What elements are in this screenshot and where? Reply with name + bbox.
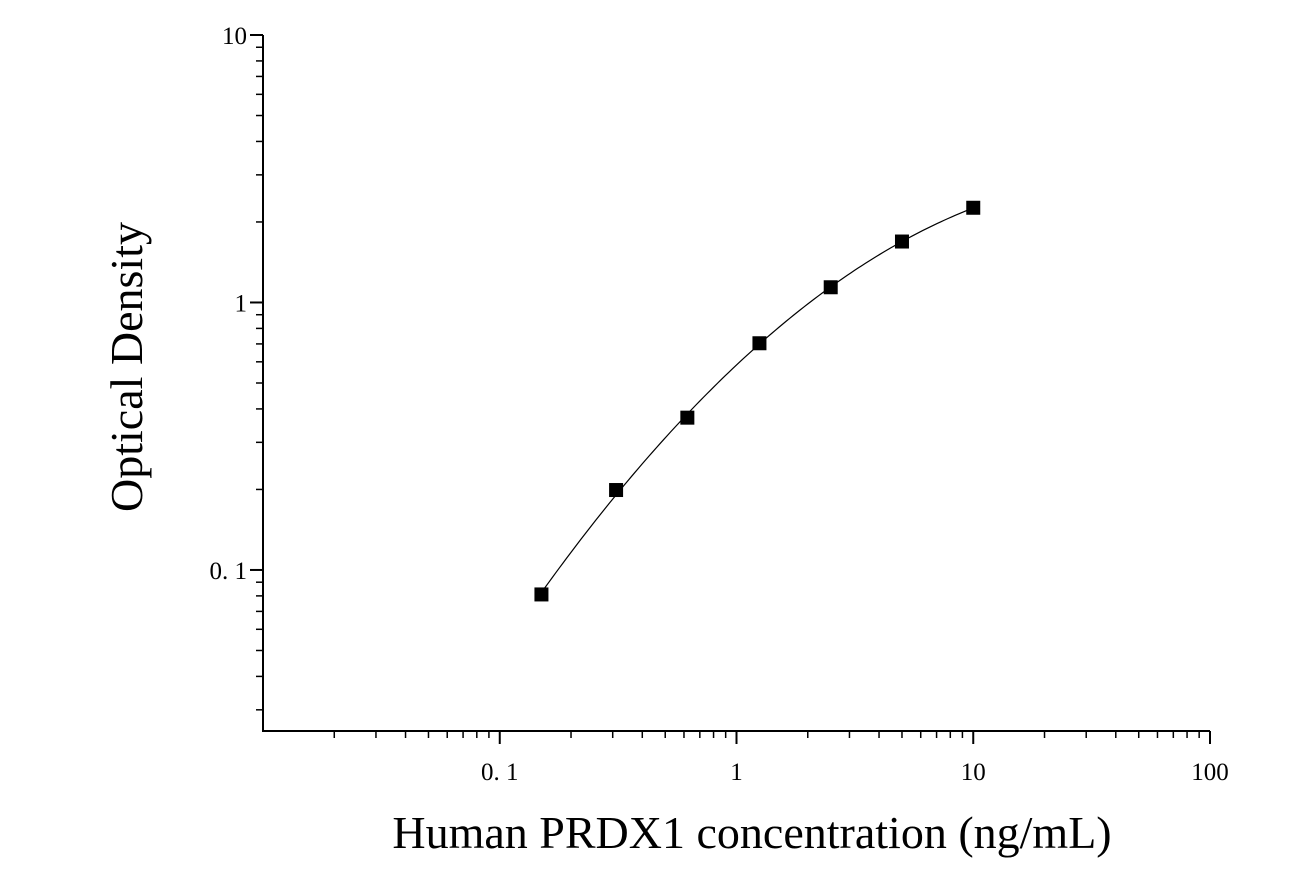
data-point (752, 336, 767, 351)
fit-curve-layer (540, 207, 974, 593)
y-axis-title: Optical Density (101, 222, 152, 512)
axes: 0. 1 1 10 100 0. 1 1 10 (210, 23, 1229, 786)
y-tick-label: 1 (235, 290, 248, 317)
y-tick-label: 10 (222, 23, 247, 50)
x-axis-title: Human PRDX1 concentration (ng/mL) (392, 807, 1111, 858)
data-point (823, 280, 838, 295)
data-point (534, 587, 549, 602)
x-tick-label: 10 (961, 759, 986, 786)
y-tick-label: 0. 1 (210, 558, 248, 585)
x-tick-label: 0. 1 (481, 759, 519, 786)
data-point (966, 200, 981, 215)
data-point (609, 483, 624, 498)
x-tick-label: 100 (1191, 759, 1229, 786)
data-point (680, 410, 695, 425)
data-points-layer (534, 200, 981, 602)
fit-curve (540, 207, 974, 593)
x-tick-label: 1 (730, 759, 743, 786)
data-point (894, 234, 909, 249)
